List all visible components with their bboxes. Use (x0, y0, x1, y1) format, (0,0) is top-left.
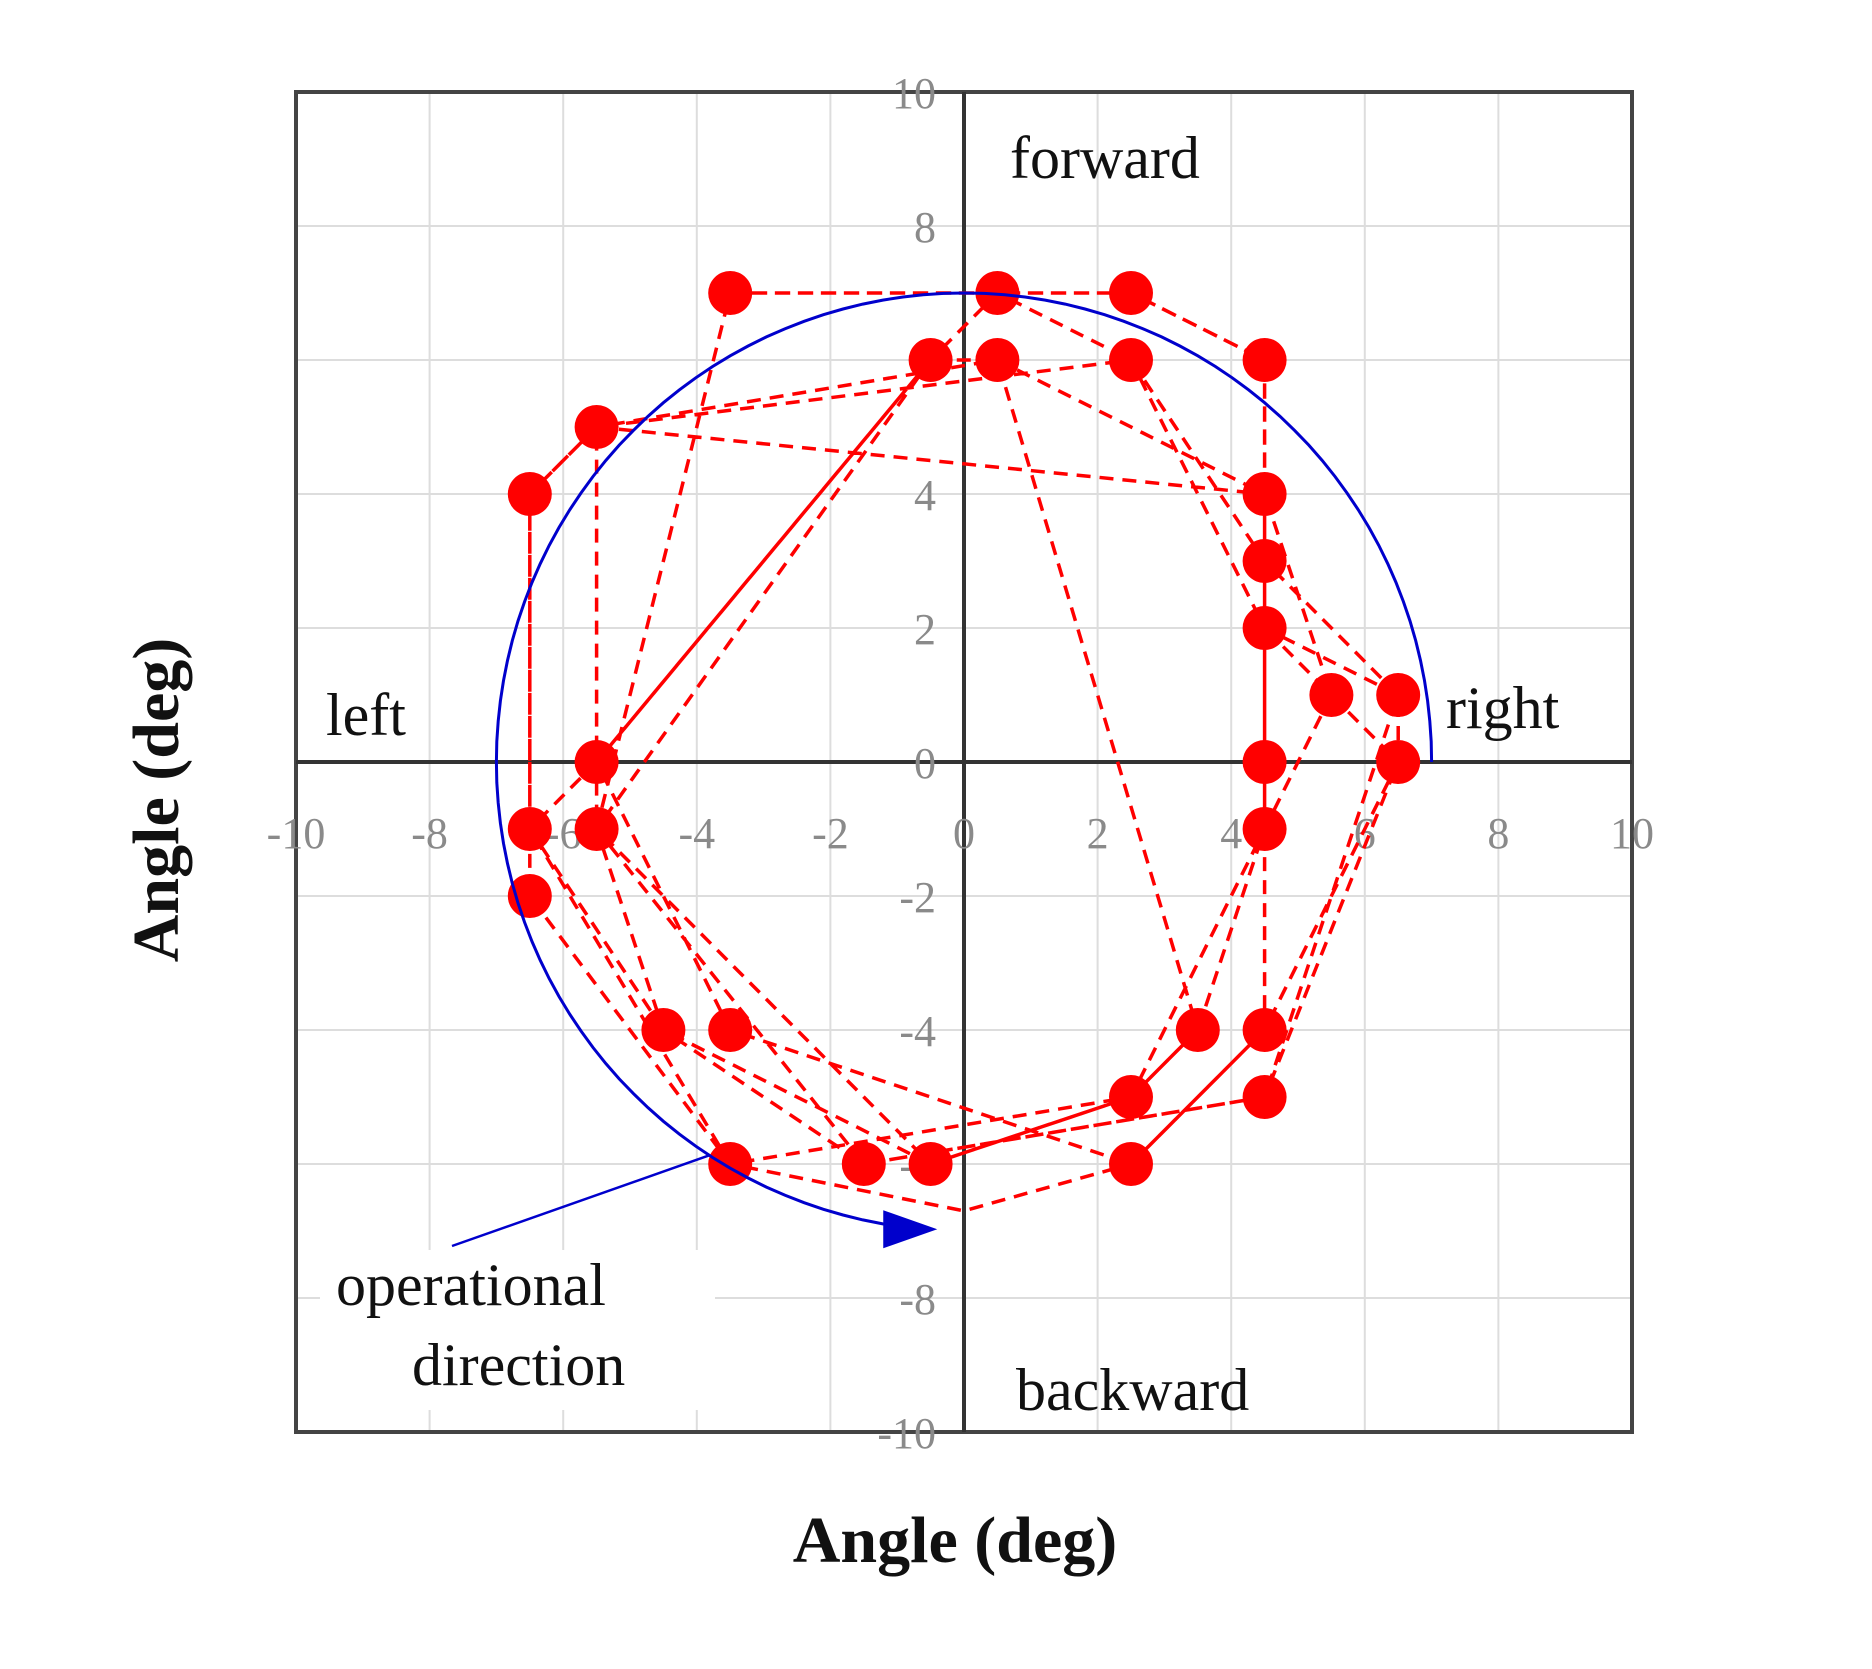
data-point (507, 807, 552, 851)
data-point (708, 1008, 753, 1052)
data-point (1242, 472, 1287, 516)
y-tick-label: -2 (899, 873, 936, 922)
data-points (507, 271, 1421, 1186)
data-point (975, 338, 1020, 382)
y-tick-label: -8 (899, 1275, 936, 1324)
y-tick-label: 2 (914, 605, 936, 654)
data-point (574, 405, 619, 449)
y-tick-label: 8 (914, 203, 936, 252)
trajectory-path (528, 291, 1400, 1213)
x-tick-label: 10 (1610, 809, 1654, 858)
x-tick-label: 0 (953, 809, 975, 858)
data-point (908, 1142, 953, 1186)
data-point (1109, 271, 1153, 315)
data-point (708, 1142, 753, 1186)
data-point (1242, 1075, 1287, 1119)
data-point (1109, 338, 1153, 382)
data-point (1109, 1142, 1153, 1186)
x-tick-label: 8 (1487, 809, 1509, 858)
x-tick-label: -2 (812, 809, 849, 858)
y-tick-label: -4 (899, 1007, 936, 1056)
data-point (1242, 539, 1287, 583)
data-point (1175, 1008, 1220, 1052)
data-point (1242, 606, 1287, 650)
region-label-forward: forward (1010, 125, 1200, 191)
x-axis-title: Angle (deg) (793, 1504, 1117, 1577)
annotation-line-1: operational (336, 1252, 606, 1318)
data-point (1309, 673, 1354, 717)
region-label-left: left (326, 682, 406, 748)
data-point (1242, 740, 1287, 784)
data-point (708, 271, 753, 315)
data-point (1376, 673, 1421, 717)
x-tick-label: 2 (1087, 809, 1109, 858)
data-point (507, 874, 552, 918)
y-tick-label: 0 (914, 739, 936, 788)
data-point (1109, 1075, 1153, 1119)
x-tick-label: -10 (267, 809, 326, 858)
y-tick-label: 4 (914, 471, 936, 520)
annotation-line-2: direction (412, 1332, 625, 1398)
direction-arc (451, 291, 1434, 1249)
data-point (908, 338, 953, 382)
data-point (641, 1008, 686, 1052)
data-point (574, 740, 619, 784)
data-point (574, 807, 619, 851)
y-tick-label: -10 (877, 1409, 936, 1458)
x-tick-label: -8 (411, 809, 448, 858)
data-point (841, 1142, 886, 1186)
annotation-background (320, 1250, 715, 1410)
y-tick-label: 10 (892, 69, 936, 118)
y-axis-title: Angle (deg) (120, 638, 193, 962)
dashed-trajectory-line (528, 291, 1400, 1213)
data-point (1376, 740, 1421, 784)
x-tick-label: -4 (678, 809, 715, 858)
direction-arrowhead (883, 1210, 938, 1249)
annotation-leader-line (451, 1154, 710, 1248)
data-point (1242, 807, 1287, 851)
data-point (1242, 1008, 1287, 1052)
operational-direction-arc (494, 291, 1434, 1231)
region-label-backward: backward (1016, 1357, 1249, 1423)
region-label-right: right (1446, 675, 1560, 741)
data-point (1242, 338, 1287, 382)
x-tick-label: 6 (1354, 809, 1376, 858)
data-point (507, 472, 552, 516)
x-tick-label: 4 (1220, 809, 1242, 858)
